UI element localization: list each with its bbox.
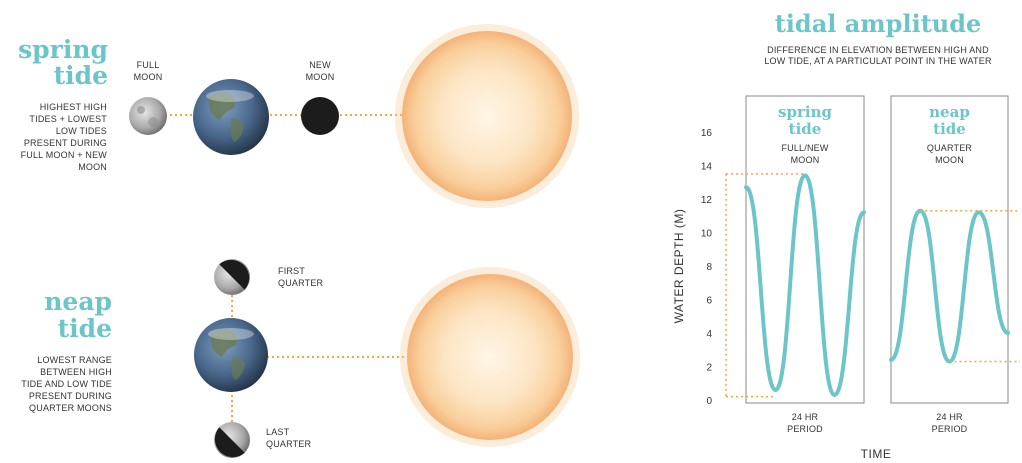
moon-shadow: [214, 427, 245, 458]
neap-tide-title: neap: [44, 287, 112, 316]
earth-land: [208, 92, 236, 120]
spring-sun: [395, 24, 579, 208]
panel-phase-label: MOON: [791, 155, 820, 165]
panel-title: tide: [789, 120, 822, 138]
spring-earth: [193, 79, 269, 155]
neap-desc-line: PRESENT DURING: [29, 391, 112, 401]
tide-curve: [744, 173, 866, 397]
y-tick-label: 6: [706, 296, 712, 307]
tide-curve: [889, 208, 1010, 364]
neap-desc-line: BETWEEN HIGH: [40, 367, 112, 377]
amplitude-subtitle-2: LOW TIDE, AT A PARTICULAT POINT IN THE W…: [764, 56, 992, 66]
spring-desc-line: TIDES + LOWEST: [29, 114, 107, 124]
first-quarter-label: FIRST: [278, 266, 305, 276]
last-quarter-label: LAST: [266, 427, 290, 437]
earth-land: [210, 329, 238, 357]
neap-desc-line: QUARTER MOONS: [29, 403, 112, 413]
first-quarter-label-2: QUARTER: [278, 278, 324, 288]
amplitude-title: tidal amplitude: [775, 9, 982, 38]
y-tick-label: 10: [701, 229, 713, 240]
sun-icon: [407, 274, 573, 440]
moon-crater: [137, 106, 145, 114]
full-moon-label-2: MOON: [134, 72, 163, 82]
earth-land: [230, 118, 244, 142]
full-moon-label: FULL: [137, 60, 160, 70]
new-moon-label-2: MOON: [306, 72, 335, 82]
y-tick-label: 0: [706, 396, 712, 407]
full-moon-icon: [129, 97, 167, 135]
panel-phase-label: FULL/NEW: [781, 143, 828, 153]
spring-desc-line: MOON: [78, 162, 107, 172]
y-tick-label: 4: [706, 329, 712, 340]
period-label: PERIOD: [787, 424, 823, 434]
x-axis-label: TIME: [861, 447, 892, 461]
panel-title: spring: [778, 103, 832, 121]
y-tick-label: 12: [701, 195, 713, 206]
earth-clouds: [206, 90, 254, 102]
spring-desc-line: PRESENT DURING: [24, 138, 107, 148]
y-axis-label: WATER DEPTH (M): [672, 209, 686, 324]
new-moon-icon: [301, 97, 339, 135]
period-label: PERIOD: [932, 424, 968, 434]
full-moon: [129, 97, 167, 135]
neap-tide-title-2: tide: [58, 314, 112, 343]
neap-earth: [194, 318, 268, 392]
y-tick-label: 8: [706, 262, 712, 273]
y-tick-label: 16: [701, 128, 713, 139]
first-quarter-moon: [214, 259, 250, 295]
panel-box: [890, 95, 1009, 404]
last-quarter-moon: [214, 422, 250, 458]
spring-desc-line: FULL MOON + NEW: [21, 150, 108, 160]
neap-desc-line: LOWEST RANGE: [37, 355, 112, 365]
moon-shadow: [219, 259, 250, 290]
moon-crater: [148, 117, 158, 127]
earth-land: [231, 356, 245, 380]
neap-sun: [400, 267, 580, 447]
neap-desc-line: TIDE AND LOW TIDE: [21, 379, 112, 389]
y-tick-label: 14: [701, 162, 713, 173]
new-moon: [301, 97, 339, 135]
earth-clouds: [208, 328, 254, 340]
panel-phase-label: QUARTER: [927, 143, 973, 153]
new-moon-label: NEW: [309, 60, 331, 70]
sun-icon: [402, 31, 572, 201]
period-label: 24 HR: [792, 412, 819, 422]
spring-tide-title: spring: [18, 35, 108, 64]
spring-desc-line: HIGHEST HIGH: [40, 102, 107, 112]
panel-phase-label: MOON: [935, 155, 964, 165]
y-tick-label: 2: [706, 363, 712, 374]
last-quarter-label-2: QUARTER: [266, 439, 312, 449]
spring-desc-line: LOW TIDES: [56, 126, 107, 136]
panel-title: tide: [933, 120, 966, 138]
panel-box: [745, 95, 865, 404]
period-label: 24 HR: [936, 412, 963, 422]
amplitude-subtitle: DIFFERENCE IN ELEVATION BETWEEN HIGH AND: [767, 45, 989, 55]
panel-title: neap: [929, 103, 970, 121]
tidal-chart: WATER DEPTH (M)TIME0246810121416springti…: [672, 95, 1020, 461]
spring-tide-title-2: tide: [54, 61, 108, 90]
